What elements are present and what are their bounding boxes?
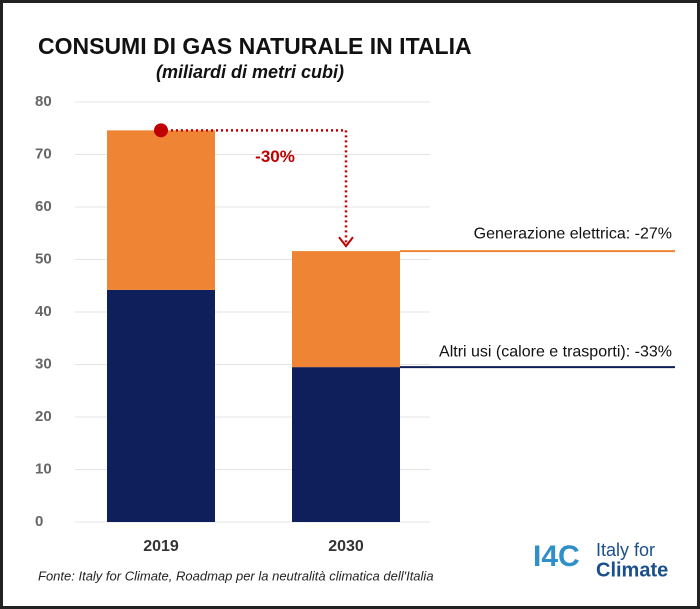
annotation: Generazione elettrica: -27%	[474, 225, 672, 242]
chart-subtitle: (miliardi di metri cubi)	[156, 62, 344, 82]
x-tick-label: 2030	[328, 538, 364, 555]
y-tick-label: 0	[35, 513, 43, 530]
arrow-head	[338, 236, 354, 248]
bar-segment	[107, 289, 215, 522]
chart-title: CONSUMI DI GAS NATURALE IN ITALIA	[38, 33, 472, 59]
source: Fonte: Italy for Climate, Roadmap per la…	[38, 568, 434, 583]
y-tick-label: 50	[35, 250, 52, 267]
y-tick-label: 30	[35, 355, 52, 372]
bar-segment	[292, 251, 400, 368]
y-tick-label: 10	[35, 460, 52, 477]
y-tick-label: 60	[35, 198, 52, 215]
y-tick-label: 80	[35, 93, 52, 110]
logo-text: Italy for	[596, 540, 655, 560]
x-tick-label: 2019	[143, 538, 179, 555]
annotation: Altri usi (calore e trasporti): -33%	[439, 343, 672, 360]
change-label: -30%	[255, 147, 295, 166]
y-tick-label: 20	[35, 408, 52, 425]
bar-segment	[107, 130, 215, 290]
arrow	[161, 129, 348, 246]
logo-mark: I4C	[533, 540, 580, 573]
logo-text: Climate	[596, 559, 668, 581]
y-tick-label: 70	[35, 145, 52, 162]
bar-segment	[292, 367, 400, 522]
y-tick-label: 40	[35, 303, 52, 320]
